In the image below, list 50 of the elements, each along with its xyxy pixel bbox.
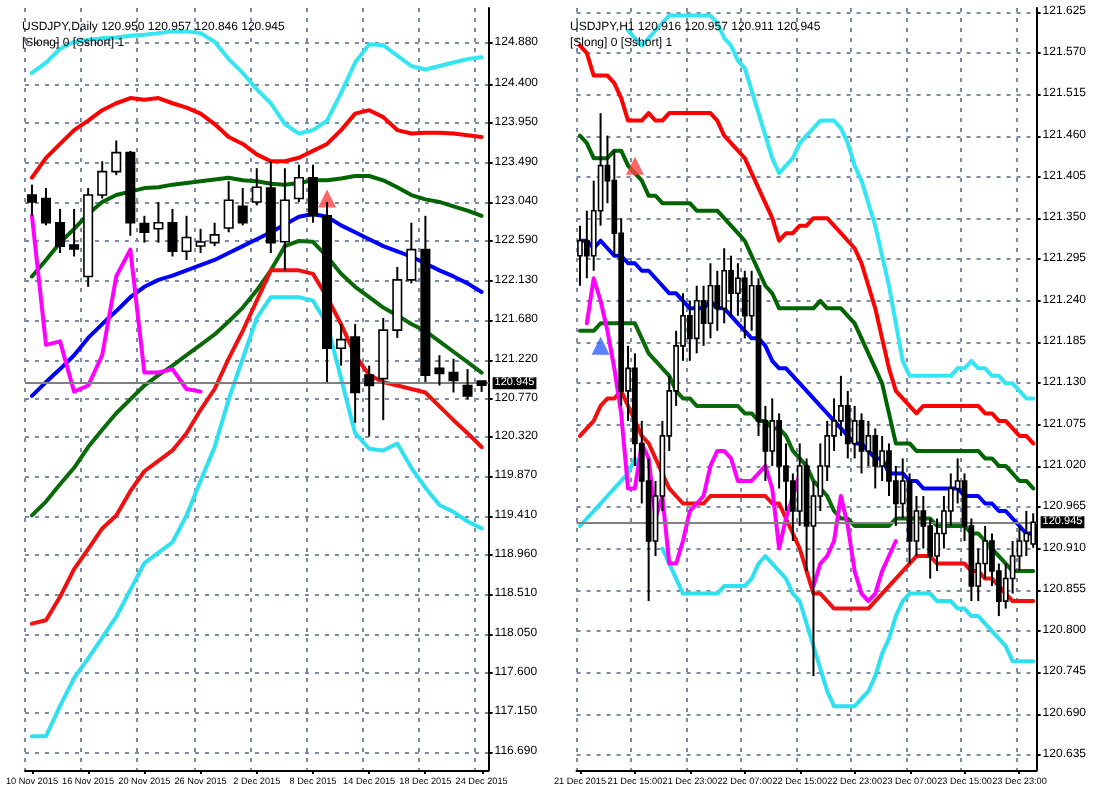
candlestick bbox=[279, 167, 290, 272]
candlestick bbox=[139, 214, 150, 244]
line-series bbox=[576, 133, 1035, 491]
candlestick bbox=[209, 221, 220, 248]
candlestick bbox=[251, 167, 262, 207]
line-series bbox=[29, 238, 484, 518]
line-series bbox=[29, 213, 203, 394]
candlestick bbox=[167, 207, 178, 258]
candlestick bbox=[864, 419, 871, 467]
candlestick bbox=[933, 517, 939, 573]
candlestick bbox=[713, 269, 720, 332]
candlestick bbox=[40, 187, 52, 227]
candlestick bbox=[223, 180, 234, 234]
candlestick bbox=[727, 254, 733, 317]
candlestick bbox=[1001, 562, 1008, 610]
line-series bbox=[29, 96, 484, 180]
candlestick bbox=[768, 397, 775, 467]
candlestick bbox=[55, 207, 66, 255]
candlestick bbox=[153, 200, 164, 244]
candlestick bbox=[462, 368, 473, 401]
candlestick bbox=[685, 299, 692, 362]
candlestick bbox=[111, 139, 122, 177]
candlestick bbox=[97, 160, 108, 200]
candlestick bbox=[857, 412, 864, 475]
candlestick bbox=[293, 163, 304, 203]
line-series bbox=[576, 388, 1035, 611]
candlestick bbox=[307, 163, 318, 224]
candlestick bbox=[26, 183, 37, 217]
line-series bbox=[29, 173, 484, 279]
candlestick bbox=[871, 427, 878, 490]
candlestick bbox=[692, 284, 699, 355]
candlestick bbox=[69, 207, 80, 258]
candlestick bbox=[878, 434, 884, 482]
candlestick bbox=[850, 404, 857, 460]
candlestick bbox=[336, 323, 347, 367]
candlestick bbox=[195, 227, 206, 255]
candlestick bbox=[434, 354, 445, 387]
candlestick bbox=[576, 224, 582, 287]
candlestick bbox=[582, 209, 589, 280]
line-series bbox=[29, 295, 484, 739]
candlestick bbox=[181, 214, 192, 261]
candlestick bbox=[734, 262, 740, 317]
candlestick bbox=[237, 187, 248, 227]
candlestick bbox=[720, 247, 727, 325]
candlestick bbox=[406, 221, 417, 285]
candlestick bbox=[448, 357, 459, 394]
line-series bbox=[29, 268, 484, 626]
candlestick bbox=[740, 269, 747, 340]
candlestick bbox=[364, 364, 375, 438]
candlestick bbox=[885, 442, 891, 497]
